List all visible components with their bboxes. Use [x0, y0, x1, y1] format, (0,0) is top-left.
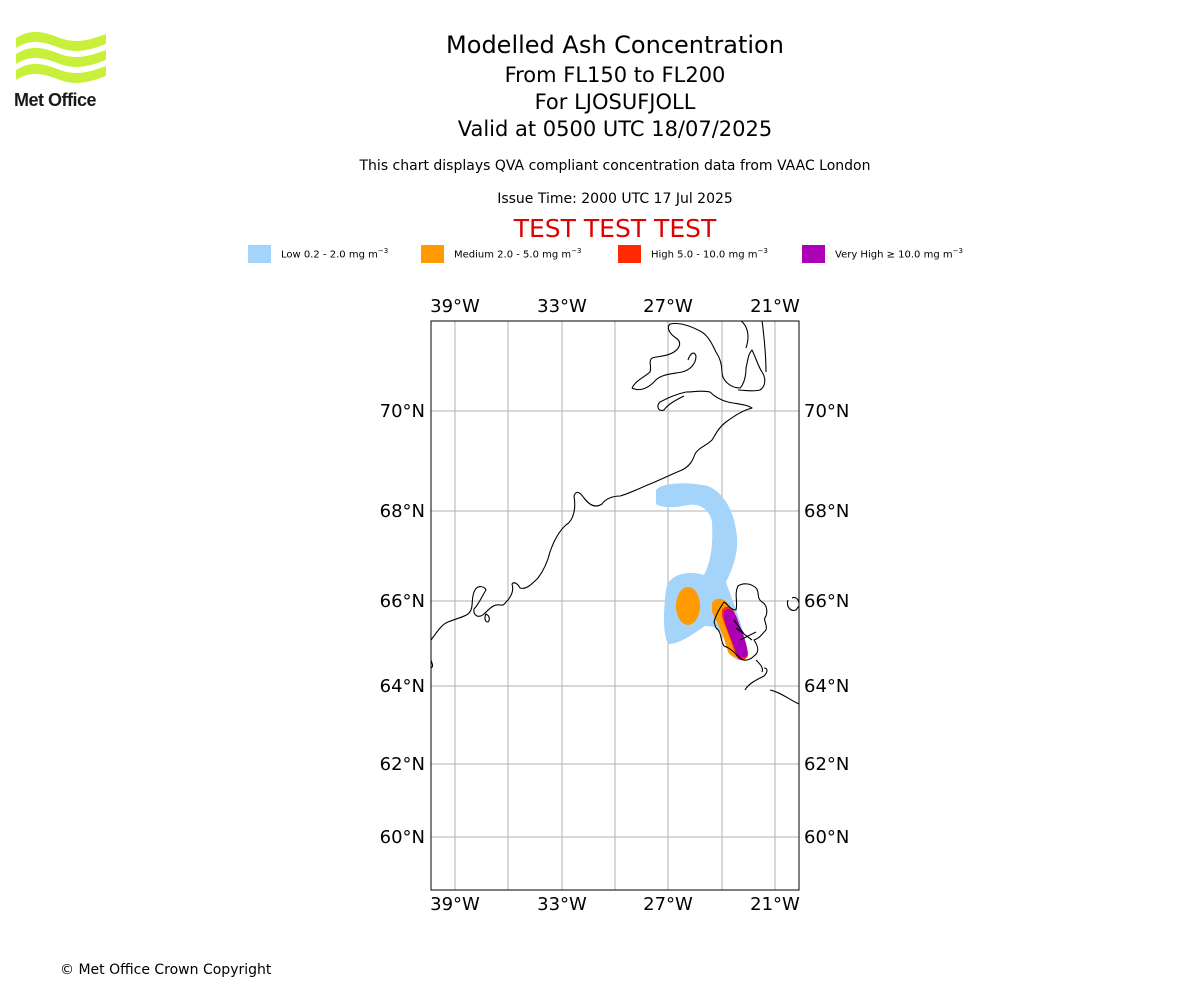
flight-level-range: From FL150 to FL200 [504, 63, 726, 87]
lon-ticks-top: 39°W 33°W 27°W 21°W [430, 296, 800, 317]
met-office-waves-icon [16, 31, 106, 83]
legend-item-very-high: Very High ≥ 10.0 mg m−3 [802, 244, 963, 264]
lat-tick-label: 62°N [804, 754, 849, 775]
legend-swatch-medium [421, 245, 444, 263]
issue-time: Issue Time: 2000 UTC 17 Jul 2025 [497, 191, 733, 207]
lat-ticks-right: 70°N 68°N 66°N 64°N 62°N 60°N [804, 401, 849, 848]
lon-tick-label: 21°W [750, 894, 800, 915]
legend-swatch-high [618, 245, 641, 263]
lat-tick-label: 66°N [380, 591, 425, 612]
coastlines [431, 321, 799, 705]
lon-tick-label: 21°W [750, 296, 800, 317]
test-banner: TEST TEST TEST [513, 214, 717, 243]
lat-ticks-left: 70°N 68°N 66°N 64°N 62°N 60°N [380, 401, 425, 848]
volcano-name: For LJOSUFJOLL [534, 90, 696, 114]
lat-tick-label: 70°N [380, 401, 425, 422]
legend-label-high: High 5.0 - 10.0 mg m [651, 249, 758, 261]
lon-tick-label: 33°W [537, 894, 587, 915]
lat-tick-label: 64°N [804, 676, 849, 697]
lon-ticks-bottom: 39°W 33°W 27°W 21°W [430, 894, 800, 915]
lat-tick-label: 64°N [380, 676, 425, 697]
map-border [430, 320, 800, 891]
lon-tick-label: 33°W [537, 296, 587, 317]
lat-tick-label: 66°N [804, 591, 849, 612]
ash-area-very-high [724, 609, 748, 658]
lat-tick-label: 68°N [380, 501, 425, 522]
copyright-notice: © Met Office Crown Copyright [60, 962, 272, 978]
ash-area-medium-west [676, 587, 700, 625]
legend-item-high: High 5.0 - 10.0 mg m−3 [618, 244, 768, 264]
legend-label-low: Low 0.2 - 2.0 mg m [281, 249, 378, 261]
lat-tick-label: 60°N [380, 827, 425, 848]
lat-tick-label: 68°N [804, 501, 849, 522]
lat-tick-label: 62°N [380, 754, 425, 775]
legend-swatch-very-high [802, 245, 825, 263]
met-office-logo: Met Office [14, 30, 108, 114]
lat-tick-label: 70°N [804, 401, 849, 422]
lon-tick-label: 39°W [430, 894, 480, 915]
lon-tick-label: 27°W [643, 296, 693, 317]
lat-tick-label: 60°N [804, 827, 849, 848]
valid-time: Valid at 0500 UTC 18/07/2025 [457, 117, 773, 141]
lon-tick-label: 27°W [643, 894, 693, 915]
legend-label-very-high: Very High ≥ 10.0 mg m [835, 249, 953, 261]
chart-description: This chart displays QVA compliant concen… [359, 158, 871, 174]
lon-tick-label: 39°W [430, 296, 480, 317]
legend-label-medium: Medium 2.0 - 5.0 mg m [454, 249, 572, 261]
logo-text: Met Office [14, 90, 97, 110]
legend-item-low: Low 0.2 - 2.0 mg m−3 [248, 244, 388, 264]
legend-item-medium: Medium 2.0 - 5.0 mg m−3 [421, 244, 581, 264]
legend-swatch-low [248, 245, 271, 263]
chart-title: Modelled Ash Concentration [446, 31, 784, 59]
